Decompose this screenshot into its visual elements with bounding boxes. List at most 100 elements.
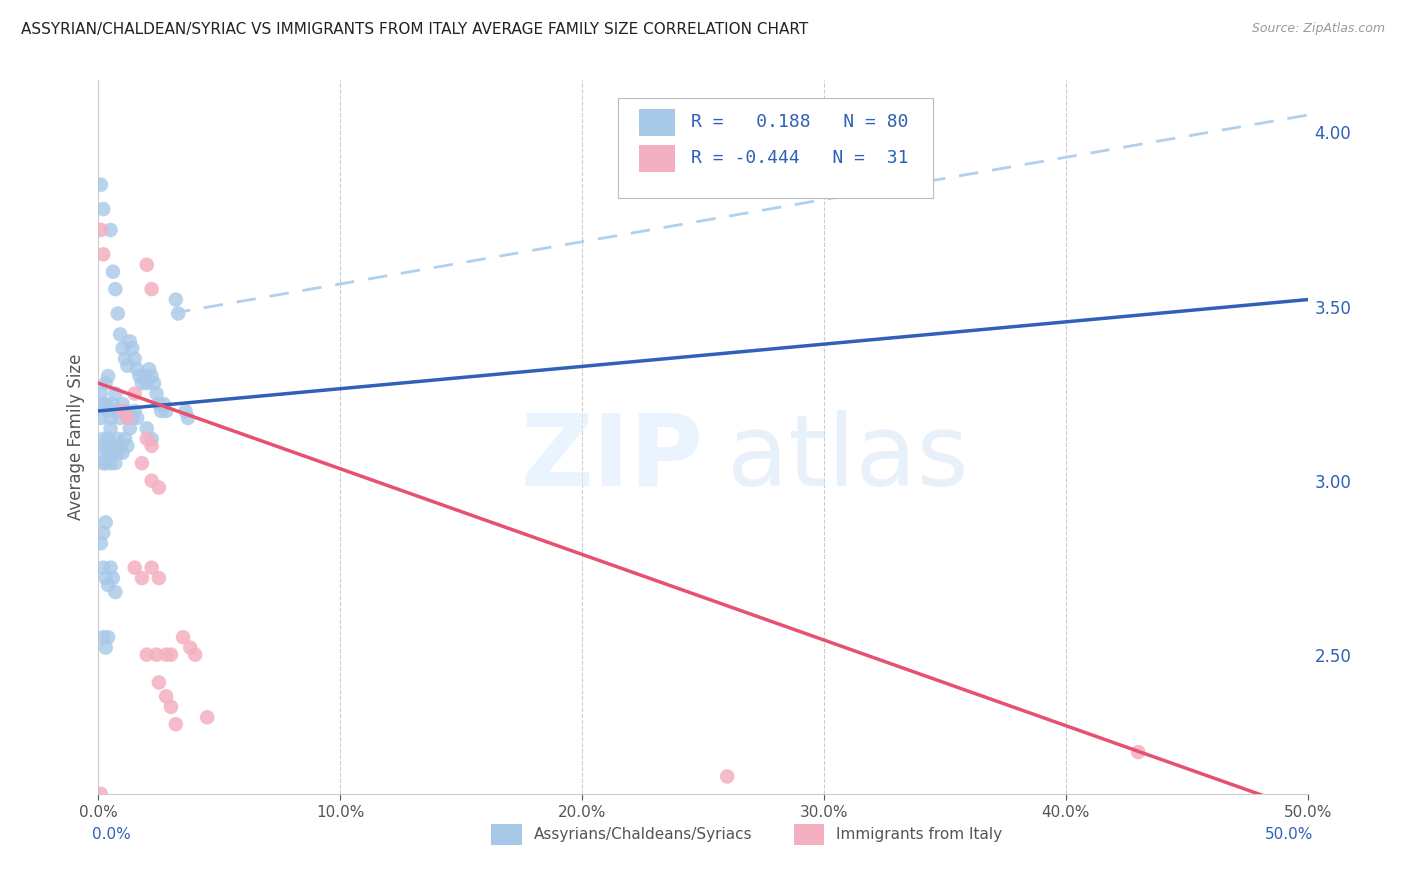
Point [107,404,129,418]
Point [97,432,120,446]
Point [165,717,187,731]
Point [97,404,120,418]
Point [172,630,194,644]
Bar [638,145,675,171]
Point [124,351,146,366]
Point [108,439,131,453]
Text: 0.0%: 0.0% [93,827,131,842]
Point [108,327,131,342]
Point [94,439,117,453]
Point [135,421,157,435]
Point [128,369,150,384]
Point [111,446,134,460]
Point [143,376,166,391]
Point [117,359,139,373]
Point [160,699,183,714]
Point [141,560,163,574]
Point [101,439,124,453]
Point [104,386,127,401]
Point [107,306,129,320]
Point [145,386,167,401]
Point [97,369,120,384]
Point [124,560,146,574]
Point [94,571,117,585]
Point [155,648,177,662]
Point [94,640,117,655]
Point [104,446,127,460]
Point [145,648,167,662]
Point [97,578,120,592]
Point [118,421,141,435]
Point [195,710,218,724]
Point [184,648,207,662]
Point [90,536,112,550]
Point [152,397,174,411]
Point [100,560,122,574]
Bar [492,824,522,846]
Point [121,341,143,355]
Text: Immigrants from Italy: Immigrants from Italy [837,827,1002,842]
Point [91,397,114,411]
Point [97,630,120,644]
Point [90,446,112,460]
Point [177,411,200,425]
Point [101,571,124,585]
Text: ZIP: ZIP [520,410,703,507]
Point [111,341,134,355]
Point [101,397,124,411]
Point [131,571,153,585]
Point [121,411,143,425]
Point [100,411,122,425]
Point [97,446,120,460]
Point [114,351,136,366]
Point [155,690,177,704]
Text: Assyrians/Chaldeans/Syriacs: Assyrians/Chaldeans/Syriacs [534,827,752,842]
Point [107,432,129,446]
Point [94,456,117,470]
Point [141,282,163,296]
Point [148,397,170,411]
Point [101,265,124,279]
Bar [638,109,675,136]
Point [91,456,114,470]
Point [117,411,139,425]
Point [108,411,131,425]
Text: ASSYRIAN/CHALDEAN/SYRIAC VS IMMIGRANTS FROM ITALY AVERAGE FAMILY SIZE CORRELATIO: ASSYRIAN/CHALDEAN/SYRIAC VS IMMIGRANTS F… [21,22,808,37]
Point [90,178,112,192]
Text: Source: ZipAtlas.com: Source: ZipAtlas.com [1251,22,1385,36]
Point [135,648,157,662]
Point [150,404,173,418]
Point [148,675,170,690]
FancyBboxPatch shape [619,98,932,198]
Point [1128,745,1150,759]
Point [155,404,177,418]
Bar [793,824,824,846]
Text: atlas: atlas [727,410,969,507]
Point [114,432,136,446]
Point [90,411,112,425]
Point [148,571,170,585]
Point [165,293,187,307]
Point [135,258,157,272]
Point [135,376,157,391]
Point [91,247,114,261]
Point [94,397,117,411]
Point [114,404,136,418]
Point [135,432,157,446]
Point [90,787,112,801]
Point [111,397,134,411]
Point [101,446,124,460]
Point [100,223,122,237]
Point [124,386,146,401]
Point [91,560,114,574]
Point [90,223,112,237]
Point [107,446,129,460]
Point [104,585,127,599]
Point [111,404,134,418]
Text: R =   0.188   N = 80: R = 0.188 N = 80 [690,113,908,131]
Point [148,481,170,495]
Point [117,439,139,453]
Point [91,630,114,644]
Point [127,362,149,376]
Text: R = -0.444   N =  31: R = -0.444 N = 31 [690,149,908,167]
